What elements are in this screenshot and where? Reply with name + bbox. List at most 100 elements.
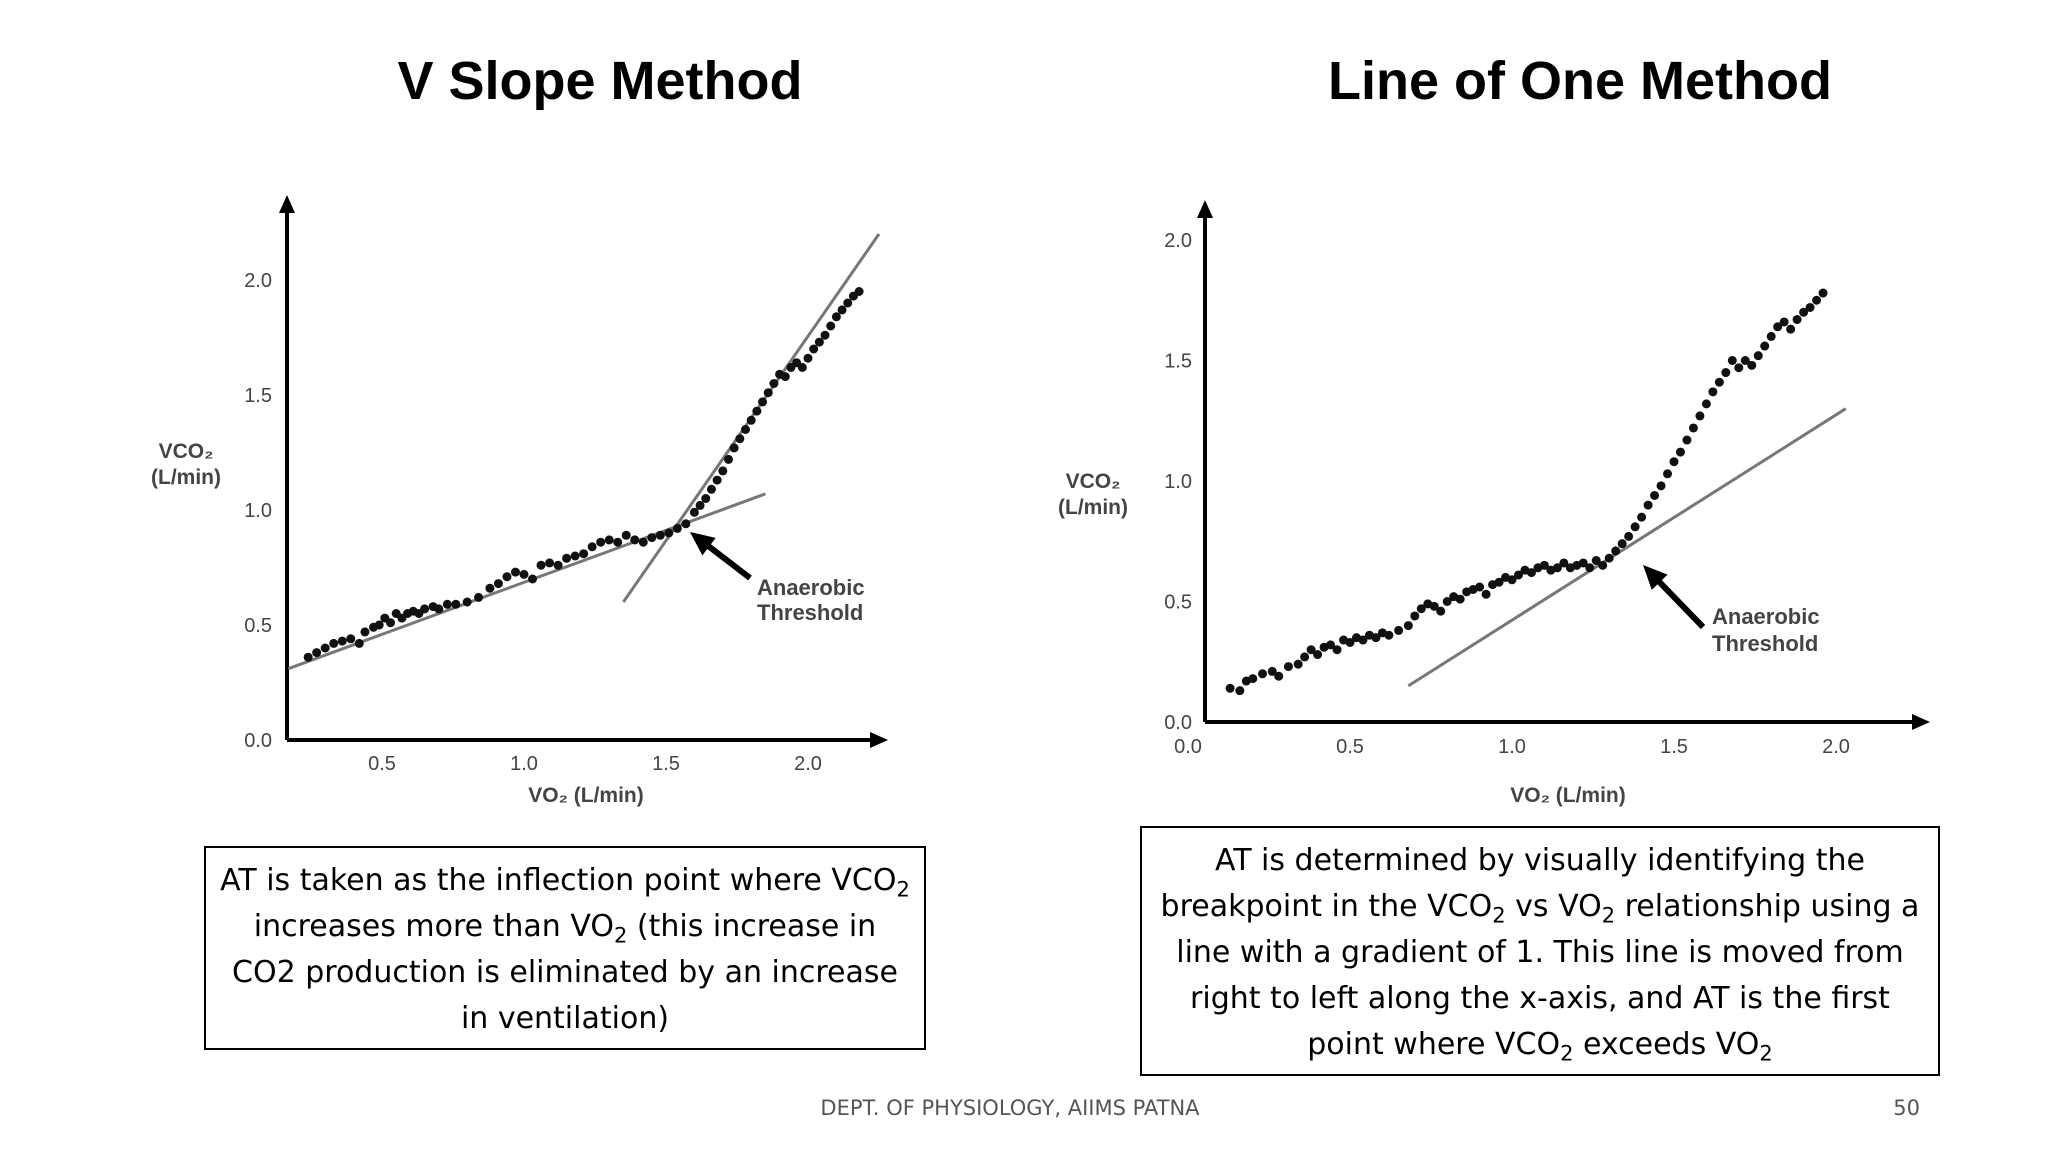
data-point [1786,324,1796,334]
data-point [758,397,768,407]
x-axis-label: VO₂ (L/min) [1510,784,1626,807]
x-tick-label: 1.5 [1660,736,1688,758]
data-point [1721,368,1731,378]
data-point [630,535,640,545]
data-point [1578,558,1588,568]
data-point [814,337,824,347]
y-tick-label: 0.5 [1164,592,1192,614]
data-point [712,475,722,485]
data-point [519,569,529,579]
data-point [1611,546,1621,556]
data-point [1650,490,1660,500]
data-point [346,634,356,644]
x-tick-label: 0.5 [1336,736,1364,758]
arrow-head-icon [690,532,716,556]
data-point [718,466,728,476]
data-point [831,312,841,322]
data-point [320,643,330,653]
data-point [1740,356,1750,365]
data-point [1617,539,1627,549]
y-tick-label: 1.5 [244,385,272,407]
desc-text: vs VO [1505,889,1602,924]
chart-title-line-of-one: Line of One Method [1328,51,1832,111]
data-point [1598,560,1608,570]
desc-text: (this increase in CO2 production is elim… [232,909,898,1036]
data-point [312,648,322,658]
data-point [451,599,461,609]
data-point [1442,597,1452,606]
data-point [536,560,546,570]
y-axis-label: VCO₂ [1066,470,1121,493]
fit-line [1407,407,1847,688]
data-point [1753,351,1763,361]
data-point [1300,652,1310,662]
data-point [1773,322,1783,332]
y-axis-arrow-icon [1197,200,1213,218]
y-tick-label: 0.0 [1164,712,1192,734]
annotation-label: Threshold [757,600,863,625]
data-point [1283,662,1293,672]
data-point [647,533,657,543]
data-point [434,604,444,614]
data-point [462,597,472,607]
desc-text: VCO [831,863,897,898]
x-axis-label: VO₂ (L/min) [528,784,644,807]
data-point [1358,635,1368,645]
data-point [1805,302,1815,312]
desc-subscript: 2 [1759,1041,1773,1066]
data-point [1727,356,1737,365]
data-point [1818,288,1828,298]
x-axis-arrow-icon [870,732,888,748]
data-point [493,579,503,589]
data-point [1701,399,1711,409]
data-point [1513,570,1523,580]
data-point [1494,577,1504,587]
data-point [1313,650,1323,660]
data-point [1624,531,1634,541]
data-point [604,535,614,545]
data-point [752,406,762,416]
data-point [510,567,520,577]
data-point [528,574,538,584]
data-point [681,519,691,529]
page-number: 50 [1893,1096,1920,1120]
data-point [1267,666,1277,676]
data-point [1455,594,1465,604]
data-point [746,415,756,425]
data-point [442,599,452,609]
data-point [1306,645,1316,655]
x-tick-label: 1.0 [1498,736,1526,758]
y-tick-label: 2.0 [1164,230,1192,252]
data-point [837,305,847,315]
annotation-label: Threshold [1712,631,1818,656]
data-point [1688,423,1698,433]
data-point [329,638,339,648]
data-point [1669,457,1679,467]
desc-text: AT is determined by visually identifying… [1160,843,1865,924]
data-point [672,523,682,533]
data-point [1410,611,1420,621]
x-axis-arrow-icon [1912,714,1930,730]
data-point [1630,522,1640,532]
data-point [1559,558,1569,568]
data-point [1637,512,1647,522]
y-axis-arrow-icon [279,195,295,213]
data-point [1643,500,1653,510]
data-point [562,553,572,563]
desc-subscript: 2 [613,923,628,948]
data-point [1766,331,1776,341]
desc-subscript: 2 [1492,903,1506,928]
data-point [1812,295,1822,305]
desc-text: exceeds VO [1573,1027,1760,1062]
data-point [763,388,773,398]
data-point [638,537,648,547]
y-tick-label: 2.0 [244,270,272,292]
data-point [1384,630,1394,640]
data-point [1708,387,1718,397]
data-point [474,592,484,602]
data-point [1695,411,1705,421]
footer-department: DEPT. OF PHYSIOLOGY, AIIMS PATNA [820,1096,1200,1120]
y-axis-label: (L/min) [1058,496,1128,519]
data-point [664,528,674,538]
